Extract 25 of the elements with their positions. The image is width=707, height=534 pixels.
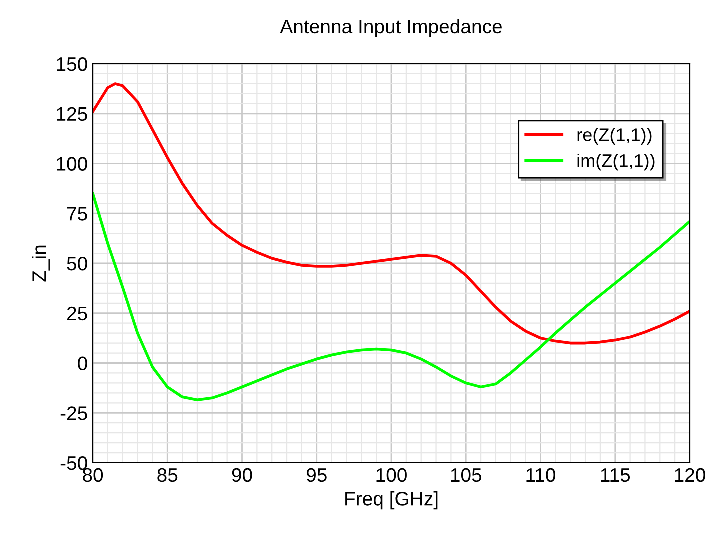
x-tick-label: 110	[526, 468, 556, 482]
y-tick-label: -50	[60, 456, 88, 470]
line-series	[93, 82, 690, 345]
x-tick-label: 105	[451, 468, 482, 482]
x-tick-label: 90	[232, 468, 252, 482]
y-axis-title: Z_in	[32, 246, 50, 282]
y-tick-label: -25	[60, 406, 88, 420]
x-tick-label: 85	[158, 468, 178, 482]
legend-label: re(Z(1,1))	[578, 128, 652, 145]
x-tick-label: 80	[83, 468, 104, 482]
y-tick-label: 50	[67, 256, 88, 271]
x-axis-title: Freq [GHz]	[346, 492, 438, 510]
legend-label: im(Z(1,1))	[578, 154, 655, 171]
x-tick-label: 120	[675, 468, 706, 482]
x-tick-label: 115	[601, 468, 630, 482]
y-tick-label: 0	[78, 356, 88, 370]
y-tick-label: 75	[68, 207, 88, 221]
x-tick-label: 95	[306, 468, 327, 482]
y-tick-label: 100	[57, 157, 88, 171]
y-tick-label: 125	[57, 107, 88, 122]
x-tick-label: 100	[376, 468, 407, 482]
y-tick-label: 25	[67, 306, 88, 321]
line-series	[93, 192, 690, 402]
y-tick-label: 150	[57, 57, 88, 72]
chart-title: Antenna Input Impedance	[280, 19, 502, 38]
